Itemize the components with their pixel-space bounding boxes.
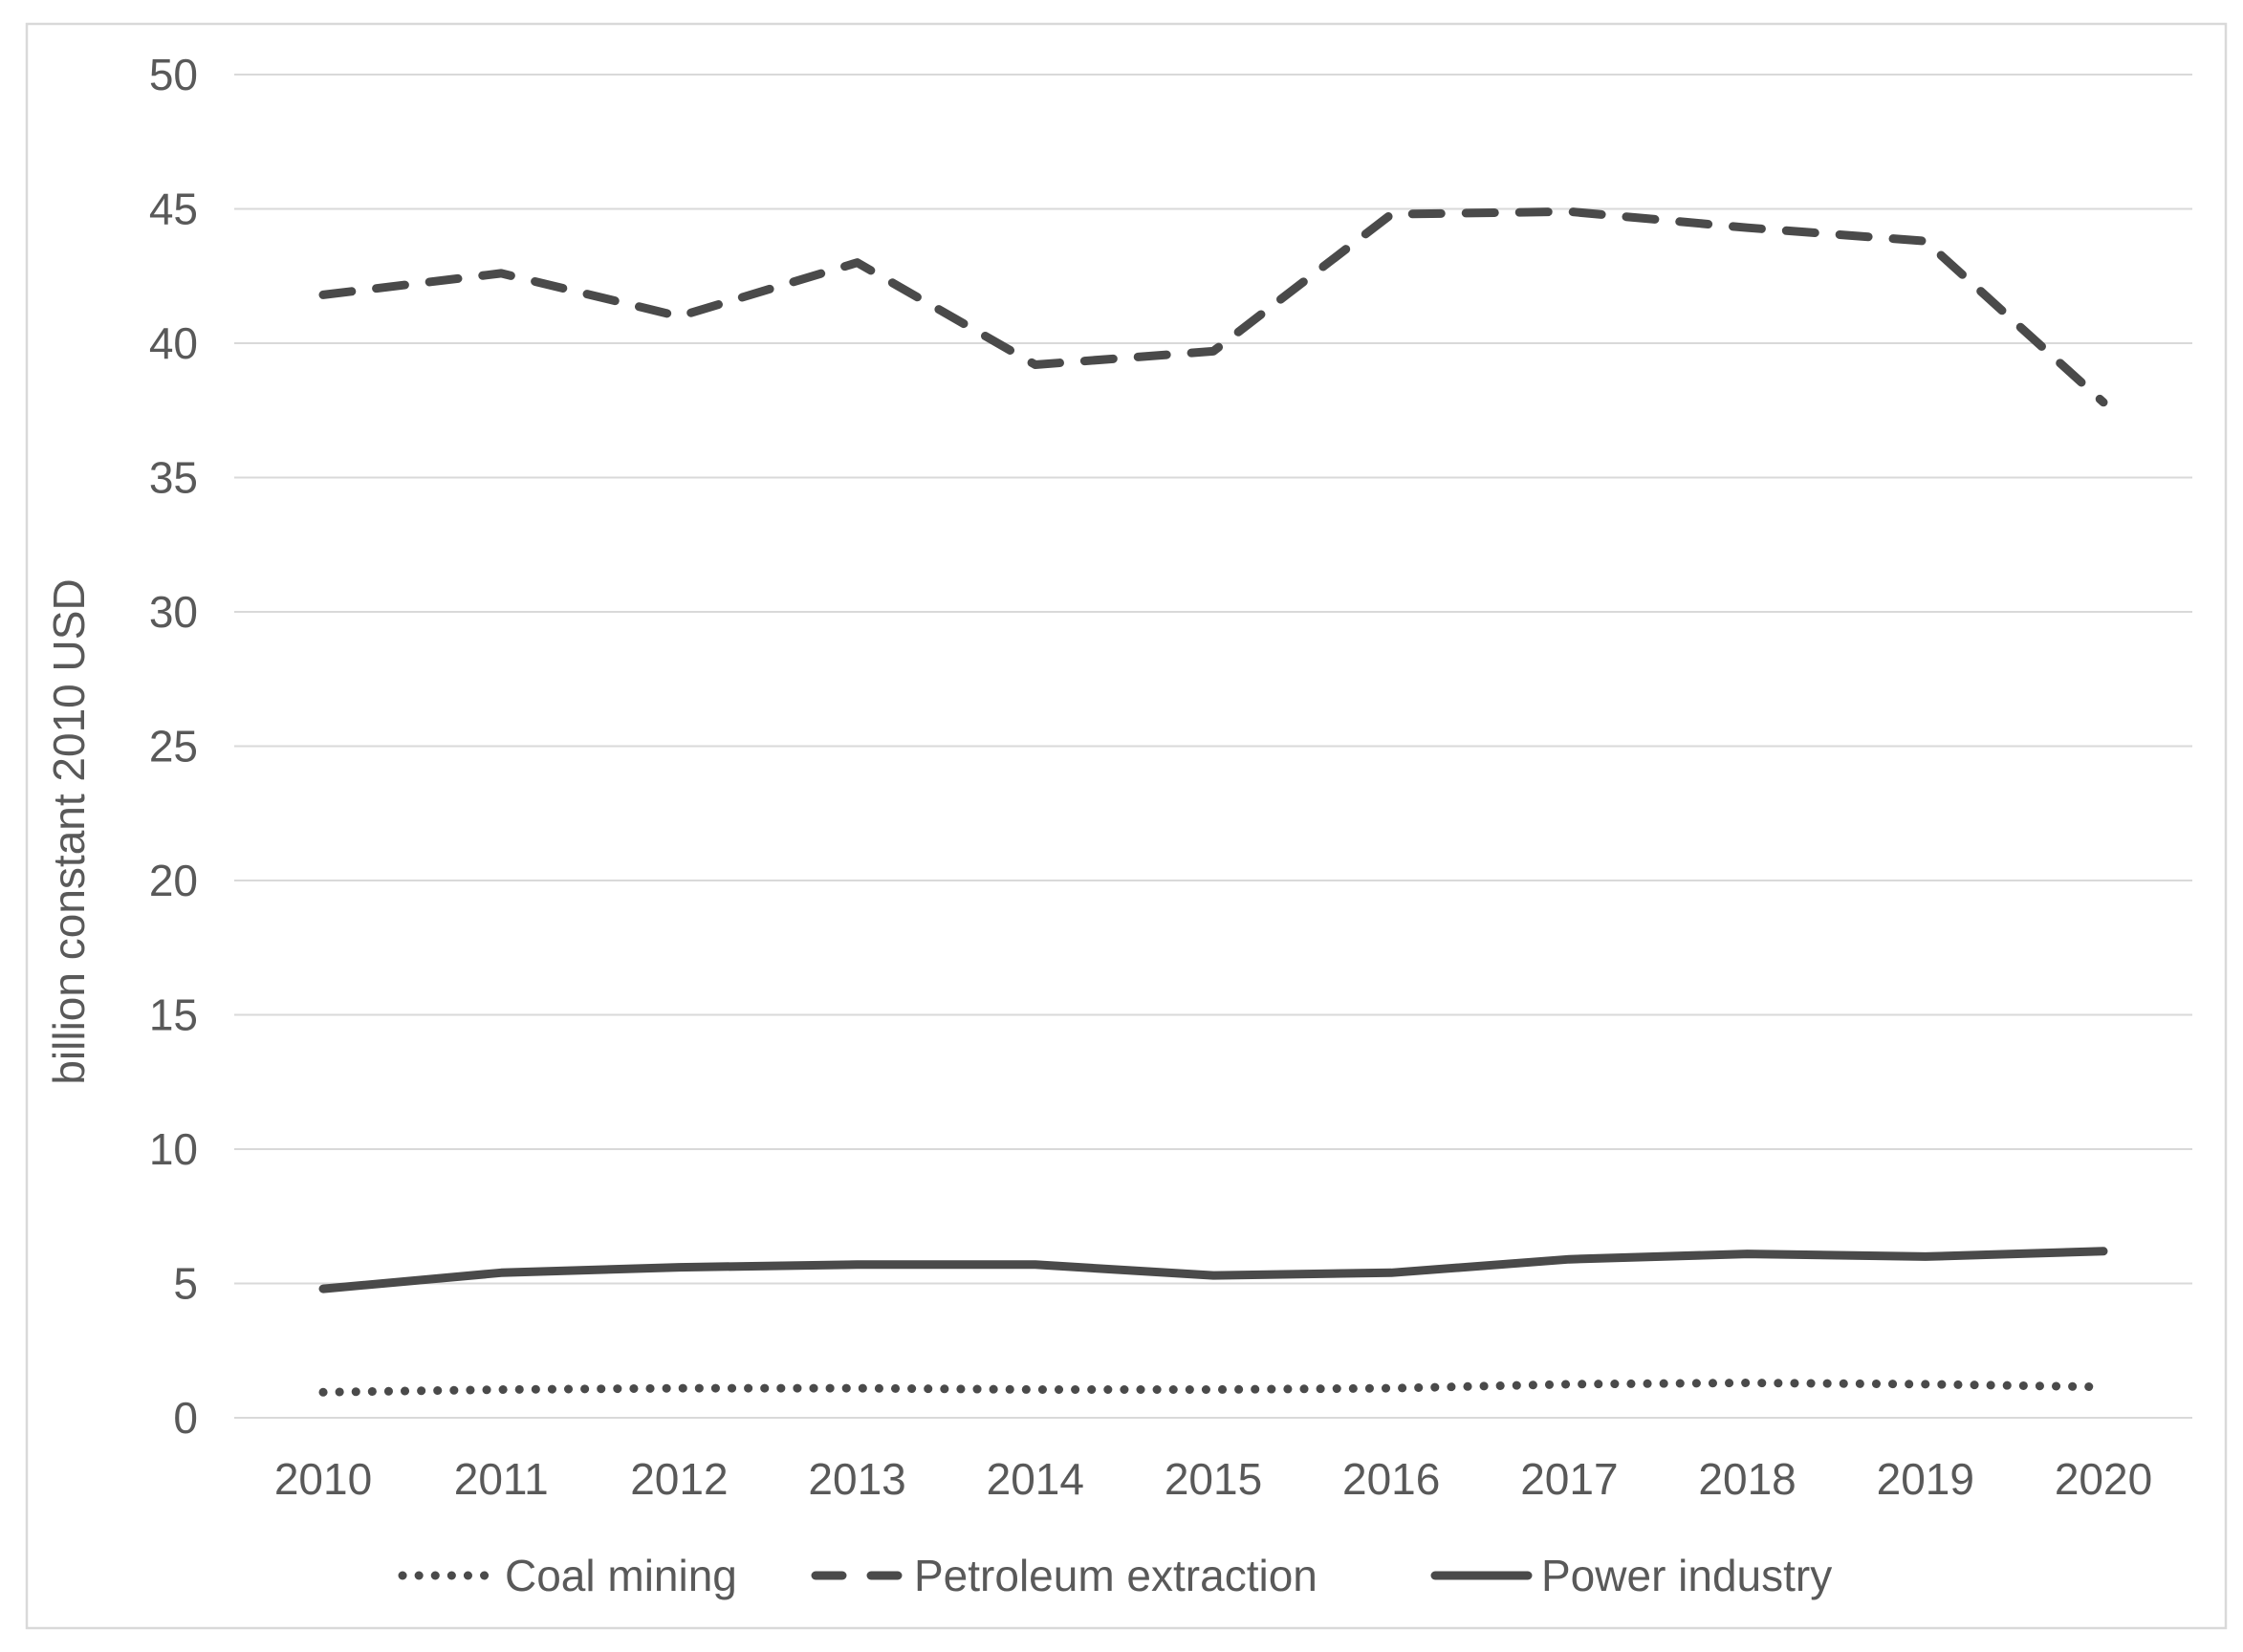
legend-label-coal-mining: Coal mining [505,1551,737,1600]
x-tick-label: 2019 [1877,1454,1974,1504]
y-tick-label: 5 [173,1259,198,1309]
x-tick-label: 2013 [808,1454,905,1504]
y-axis-title: billion constant 2010 USD [44,578,94,1084]
series-coal-mining-line [318,1379,2108,1397]
y-tick-label: 35 [149,453,198,503]
y-tick-label: 15 [149,990,198,1040]
x-tick-label: 2016 [1342,1454,1440,1504]
x-tick-label: 2015 [1165,1454,1262,1504]
y-tick-label: 25 [149,722,198,772]
legend-label-power-industry: Power industry [1541,1551,1832,1600]
y-tick-label: 0 [173,1393,198,1443]
y-tick-label: 45 [149,185,198,234]
x-tick-label: 2010 [274,1454,372,1504]
y-tick-label: 30 [149,587,198,637]
x-tick-label: 2020 [2055,1454,2152,1504]
x-tick-label: 2018 [1698,1454,1796,1504]
y-tick-label: 50 [149,50,198,99]
y-tick-label: 40 [149,318,198,368]
x-tick-label: 2017 [1520,1454,1618,1504]
y-tick-label: 20 [149,856,198,905]
x-tick-label: 2014 [987,1454,1084,1504]
legend-label-petroleum-extraction: Petroleum extraction [914,1551,1317,1600]
series-petroleum-extraction-line [318,206,2108,407]
x-tick-label: 2012 [630,1454,728,1504]
series-power-industry-line [318,1247,2108,1293]
chart-border [25,22,2228,1630]
x-tick-label: 2011 [454,1454,549,1504]
y-tick-label: 10 [149,1124,198,1174]
